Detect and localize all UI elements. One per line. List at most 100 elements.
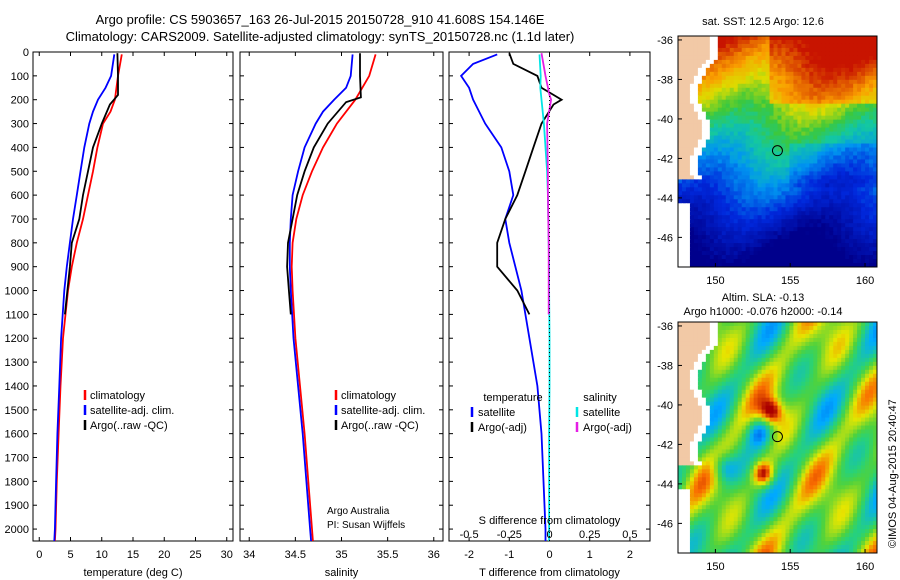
panel-differences: -2 -1 0 1 2 T difference from climatology -0.5… [448,51,651,579]
salinity-series-climatology [290,54,377,542]
sla-xtick-label: 155 [781,561,799,573]
differences-xtick-label: 0 [546,549,552,561]
depth-tick-label: 1100 [5,309,29,321]
depth-tick-label: 2000 [5,524,29,536]
depth-tick-label: 1400 [5,381,29,393]
sla-axes: 150 155 160 -36 -38 -40 -42 -44 -46 Altim. SLA: -… [657,292,878,573]
sla-ytick-label: -40 [657,400,673,412]
sst-ytick-label: -40 [657,114,673,126]
sst-ytick-label: -36 [657,35,673,47]
salinity-xlabel: salinity [325,567,359,579]
temperature-xtick-label: 25 [189,549,201,561]
differences-xtick-label: 2 [627,549,633,561]
depth-tick-label: 1000 [5,286,29,298]
salinity-xtick-label: 35.5 [377,549,398,561]
salinity-xtick-label: 36 [428,549,440,561]
depth-tick-label: 900 [11,262,29,274]
sdiff-tick-label: 0.25 [579,529,600,541]
sla-field [678,322,877,553]
legend-label: satellite-adj. clim. [90,405,174,417]
sst-xtick-label: 150 [706,275,724,287]
figure-title-line2: Climatology: CARS2009. Satellite-adjuste… [65,29,575,44]
differences-xtick-label: 1 [587,549,593,561]
depth-tick-label: 600 [11,190,29,202]
sst-ytick-label: -38 [657,74,673,86]
legend-label: climatology [90,390,146,402]
temperature-series-climatology [54,54,123,542]
sla-map-title-line1: Altim. SLA: -0.13 [722,292,805,304]
credit-argo-australia: Argo Australia [327,506,390,517]
sst-ytick-label: -46 [657,232,673,244]
temperature-xtick-label: 10 [96,549,108,561]
differences-series-temperature-satellite [459,53,547,541]
sla-xtick-label: 150 [706,561,724,573]
temperature-xtick-label: 0 [36,549,42,561]
depth-tick-label: 0 [23,47,29,59]
temperature-xtick-label: 5 [67,549,73,561]
depth-tick-label: 100 [11,71,29,83]
sst-map-title: sat. SST: 12.5 Argo: 12.6 [702,16,824,28]
depth-tick-label: 1700 [5,453,29,465]
sla-map-title-line2: Argo h1000: -0.076 h2000: -0.14 [683,306,842,318]
salinity-xtick-label: 34 [243,549,255,561]
temperature-xtick-label: 30 [221,549,233,561]
depth-tick-label: 1300 [5,357,29,369]
temperature-series-argo-raw-qc- [64,53,119,315]
depth-tick-label: 400 [11,142,29,154]
depth-tick-label: 1800 [5,476,29,488]
legend-label: satellite-adj. clim. [341,405,425,417]
salinity-xtick-label: 34.5 [285,549,306,561]
legend-label: satellite [478,407,515,419]
temperature-xlabel: temperature (deg C) [83,567,182,579]
sla-ytick-label: -42 [657,439,673,451]
sla-map [678,322,877,553]
salinity-xtick-label: 35 [335,549,347,561]
sst-ytick-label: -44 [657,193,673,205]
depth-tick-label: 1900 [5,500,29,512]
panel-temperature: 0 5 10 15 20 25 30 temperature (deg C) 0 100 200 30… [5,47,234,579]
sla-ytick-label: -46 [657,518,673,530]
imos-timestamp: ©IMOS 04-Aug-2015 20:40:47 [887,399,899,548]
legend-header-temperature: temperature [483,392,542,404]
depth-tick-label: 700 [11,214,29,226]
depth-tick-label: 500 [11,166,29,178]
sdiff-tick-label: 0.5 [622,529,637,541]
sla-argo-marker [771,431,783,443]
legend-label: Argo(-adj) [583,422,632,434]
sdiff-tick-label: 0 [546,529,552,541]
depth-tick-label: 1200 [5,333,29,345]
temperature-xtick-label: 20 [158,549,170,561]
sla-ytick-label: -44 [657,479,673,491]
depth-tick-label: 1600 [5,429,29,441]
temperature-xtick-label: 15 [127,549,139,561]
sst-xtick-label: 160 [856,275,874,287]
figure-title-line1: Argo profile: CS 5903657_163 26-Jul-2015… [95,12,545,27]
differences-xtick-label: -1 [504,549,514,561]
sst-axes: 150 155 160 -36 -38 -40 -42 -44 -46 sat. SST: 12.… [657,16,878,287]
sla-ytick-label: -38 [657,360,673,372]
depth-tick-label: 200 [11,95,29,107]
salinity-series-satellite-adj-clim- [288,54,354,542]
salinity-frame [239,51,444,542]
sdiff-tick-label: -0.25 [497,529,522,541]
sst-ytick-label: -42 [657,153,673,165]
differences-series-salinity-argo-adj- [540,53,553,315]
legend-label: Argo(-adj) [478,422,527,434]
legend-header-salinity: salinity [583,392,617,404]
panel-salinity: 34 34.5 35 35.5 36 salinity climatology satelli… [239,51,444,579]
temperature-series-satellite-adj-clim- [53,54,116,542]
sst-field [678,36,877,267]
credit-pi: PI: Susan Wijffels [327,520,406,531]
sst-argo-marker [771,145,783,157]
legend-label: satellite [583,407,620,419]
legend-label: Argo(..raw -QC) [90,420,168,432]
differences-xlabel: T difference from climatology [479,567,620,579]
sst-map [678,36,877,267]
salinity-series-argo-raw-qc- [286,53,362,315]
differences-series-temperature-argo-adj- [496,52,564,315]
legend-label: Argo(..raw -QC) [341,420,419,432]
sdiff-axis-label: S difference from climatology [479,515,621,527]
sla-ytick-label: -36 [657,321,673,333]
depth-tick-label: 1500 [5,405,29,417]
